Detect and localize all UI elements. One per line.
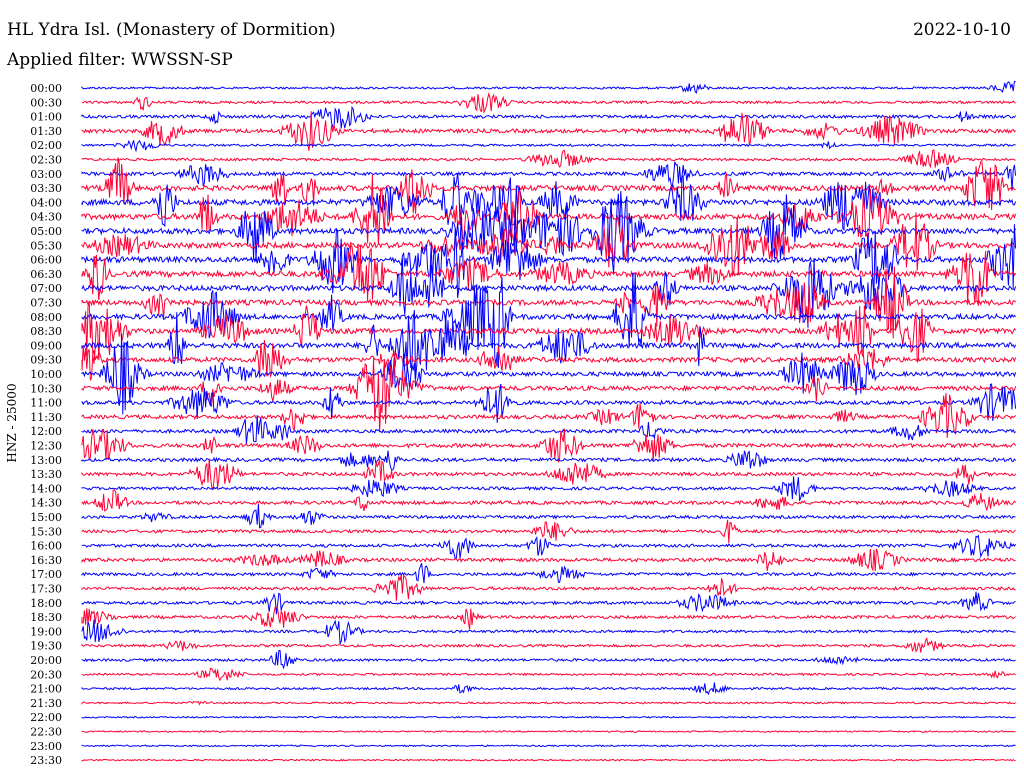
row-time-label: 21:30 [30, 697, 62, 710]
trace-row [81, 266, 1016, 339]
record-date: 2022-10-10 [912, 20, 1011, 40]
row-time-label: 14:00 [30, 482, 62, 495]
trace-row [81, 563, 1016, 584]
row-time-label: 01:30 [30, 125, 62, 138]
trace-row [81, 619, 1016, 645]
station-title: HL Ydra Isl. (Monastery of Dormition) [7, 20, 336, 40]
trace-row [81, 310, 1017, 380]
row-time-label: 03:30 [30, 182, 62, 195]
trace-row [81, 503, 1016, 529]
row-time-label: 22:30 [30, 726, 62, 739]
row-time-label: 02:30 [30, 154, 62, 167]
row-time-label: 06:00 [30, 254, 62, 267]
row-time-label: 04:00 [30, 196, 62, 209]
trace-row [81, 428, 1017, 464]
row-time-label: 00:30 [30, 96, 62, 109]
row-time-label: 12:30 [30, 440, 62, 453]
row-time-label: 19:30 [30, 640, 62, 653]
trace-row [81, 105, 1017, 129]
trace-row [81, 415, 1016, 445]
trace-row [81, 489, 1016, 512]
trace-row [81, 450, 1016, 471]
trace-row [81, 258, 1017, 328]
row-time-label: 20:00 [30, 654, 62, 667]
trace-row [81, 534, 1017, 560]
row-time-label: 22:00 [30, 711, 62, 724]
row-time-label: 05:00 [30, 225, 62, 238]
trace-row [81, 80, 1016, 94]
row-time-label: 18:00 [30, 597, 62, 610]
row-time-label: 19:00 [30, 625, 62, 638]
filter-label: Applied filter: WWSSN-SP [7, 50, 233, 70]
row-time-label: 08:30 [30, 325, 62, 338]
row-time-label: 11:00 [30, 397, 62, 410]
trace-row [81, 174, 1017, 250]
row-time-label: 13:30 [30, 468, 62, 481]
row-time-label: 05:30 [30, 239, 62, 252]
trace-row [81, 458, 1017, 490]
row-time-label: 07:30 [30, 297, 62, 310]
row-time-label: 17:30 [30, 583, 62, 596]
trace-row [81, 224, 1017, 299]
row-time-label: 21:00 [30, 683, 62, 696]
row-time-label: 14:30 [30, 497, 62, 510]
trace-row [81, 700, 1016, 706]
trace-row [81, 212, 1016, 277]
trace-row [81, 173, 1017, 231]
row-time-label: 13:00 [30, 454, 62, 467]
trace-row [81, 730, 1016, 733]
trace-row [81, 190, 1017, 274]
row-time-label: 20:30 [30, 668, 62, 681]
trace-row [81, 300, 1016, 364]
trace-row [81, 715, 1016, 719]
trace-row [81, 92, 1016, 114]
trace-row [81, 357, 1017, 433]
trace-row [81, 139, 1016, 153]
row-time-label: 17:00 [30, 568, 62, 581]
trace-row [81, 111, 1016, 151]
trace-row [81, 682, 1016, 696]
trace-row [81, 383, 1017, 423]
row-time-label: 00:00 [30, 82, 62, 95]
row-time-label: 08:00 [30, 311, 62, 324]
trace-row [81, 339, 1017, 381]
row-time-label: 23:30 [30, 754, 62, 767]
row-time-label: 09:00 [30, 339, 62, 352]
row-time-label: 16:00 [30, 540, 62, 553]
trace-row [81, 591, 1016, 615]
trace-row [81, 149, 1016, 169]
trace-row [81, 649, 1016, 670]
row-time-label: 15:00 [30, 511, 62, 524]
row-time-label: 01:00 [30, 111, 62, 124]
row-time-label: 03:00 [30, 168, 62, 181]
row-time-label: 06:30 [30, 268, 62, 281]
row-time-label: 04:30 [30, 211, 62, 224]
row-time-label: 07:00 [30, 282, 62, 295]
trace-row [81, 574, 1016, 601]
trace-row [81, 161, 1017, 191]
row-time-label: 11:30 [30, 411, 62, 424]
trace-row [81, 243, 1017, 306]
trace-row [81, 548, 1016, 572]
row-time-label: 02:00 [30, 139, 62, 152]
trace-row [81, 476, 1016, 501]
row-time-label: 18:30 [30, 611, 62, 624]
row-time-label: 12:00 [30, 425, 62, 438]
trace-row [81, 333, 1017, 415]
trace-row [81, 637, 1016, 653]
trace-row [81, 606, 1016, 630]
row-time-label: 09:30 [30, 354, 62, 367]
trace-row [81, 758, 1016, 762]
row-time-label: 10:00 [30, 368, 62, 381]
row-time-label: 10:30 [30, 382, 62, 395]
trace-row [81, 667, 1016, 682]
trace-row [81, 393, 1016, 439]
trace-row [81, 744, 1016, 748]
row-time-label: 23:00 [30, 740, 62, 753]
row-time-label: 16:30 [30, 554, 62, 567]
row-time-label: 15:30 [30, 525, 62, 538]
trace-row [81, 519, 1016, 544]
